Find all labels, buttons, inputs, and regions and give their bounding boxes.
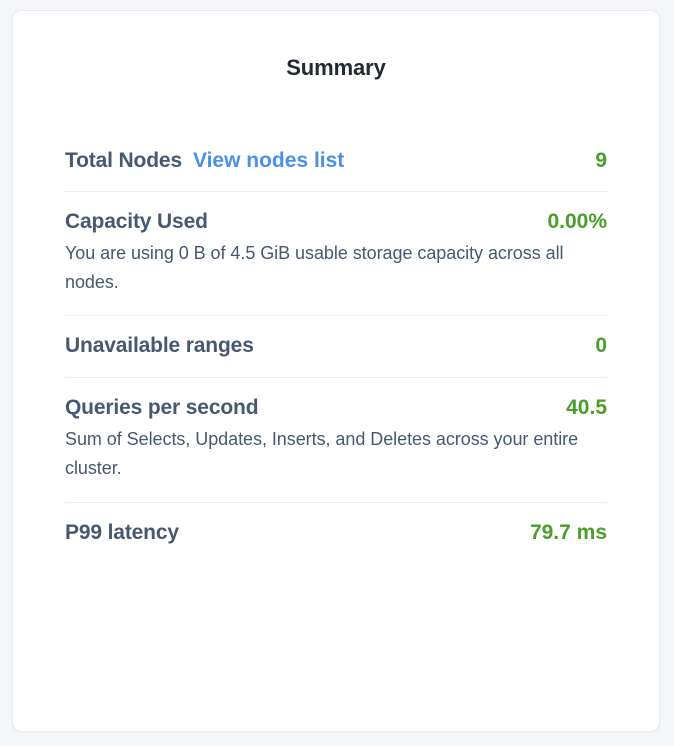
metric-row: Capacity Used 0.00%	[65, 192, 607, 234]
metric-row: Total Nodes View nodes list 9	[65, 131, 607, 173]
metric-label-p99-latency: P99 latency	[65, 520, 179, 544]
summary-metrics-list: Total Nodes View nodes list 9 Capacity U…	[65, 131, 607, 564]
metric-row-left: Unavailable ranges	[65, 334, 254, 358]
metric-value-capacity-used: 0.00%	[547, 210, 607, 233]
metric-value-total-nodes: 9	[595, 149, 607, 172]
metric-description-capacity-used: You are using 0 B of 4.5 GiB usable stor…	[65, 243, 564, 293]
metric-label-capacity-used: Capacity Used	[65, 210, 208, 233]
metric-row: Queries per second 40.5	[65, 378, 607, 420]
metric-row-left: Queries per second	[65, 396, 259, 420]
summary-card: Summary Total Nodes View nodes list 9 Ca…	[12, 10, 660, 732]
metric-value-queries-per-second: 40.5	[566, 396, 607, 420]
view-nodes-list-link[interactable]: View nodes list	[192, 149, 345, 172]
metric-row-left: Total Nodes View nodes list	[65, 149, 344, 173]
summary-section-queries-per-second: Queries per second 40.5 Sum of Selects, …	[65, 377, 607, 501]
metric-value-unavailable-ranges: 0	[595, 334, 607, 358]
metric-value-p99-latency: 79.7 ms	[529, 520, 607, 544]
metric-row-left: Capacity Used	[65, 210, 208, 234]
metric-label-total-nodes: Total Nodes	[65, 149, 182, 172]
summary-section-p99-latency: P99 latency 79.7 ms	[65, 501, 607, 564]
summary-section-capacity-used: Capacity Used 0.00% You are using 0 B of…	[65, 191, 607, 315]
metric-label-unavailable-ranges: Unavailable ranges	[65, 334, 254, 358]
summary-section-total-nodes: Total Nodes View nodes list 9	[65, 131, 607, 191]
metric-row-left: P99 latency	[65, 521, 179, 545]
metric-row: P99 latency 79.7 ms	[65, 503, 607, 545]
metric-description-queries-per-second: Sum of Selects, Updates, Inserts, and De…	[65, 429, 579, 479]
page-title: Summary	[286, 55, 386, 80]
summary-section-unavailable-ranges: Unavailable ranges 0	[65, 315, 607, 377]
metric-label-queries-per-second: Queries per second	[65, 396, 259, 420]
metric-row: Unavailable ranges 0	[65, 316, 607, 358]
